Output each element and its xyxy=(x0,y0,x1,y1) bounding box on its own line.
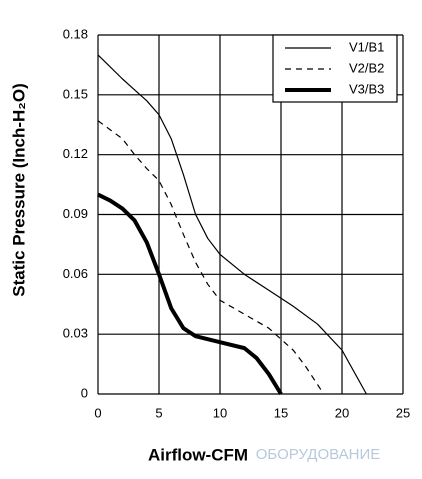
x-tick-label: 15 xyxy=(274,405,288,420)
x-tick-label: 25 xyxy=(396,405,410,420)
x-tick-label: 10 xyxy=(213,405,227,420)
x-axis-label: Airflow-CFM xyxy=(148,445,248,464)
series-line xyxy=(97,192,283,396)
series-line xyxy=(97,120,325,395)
watermark: ОБОРУДОВАНИЕ xyxy=(256,446,381,463)
y-tick-label: 0 xyxy=(81,385,88,400)
y-tick-label: 0.03 xyxy=(63,326,88,341)
y-tick-label: 0.12 xyxy=(63,146,88,161)
x-tick-label: 0 xyxy=(94,405,101,420)
x-tick-label: 20 xyxy=(335,405,349,420)
legend-label: V2/B2 xyxy=(349,60,384,75)
x-tick-label: 5 xyxy=(155,405,162,420)
y-tick-label: 0.15 xyxy=(63,86,88,101)
y-tick-label: 0.06 xyxy=(63,266,88,281)
series-line xyxy=(97,54,367,395)
legend-label: V1/B1 xyxy=(349,39,384,54)
y-axis-label: Static Pressure (Inch-H₂O) xyxy=(9,83,28,297)
y-tick-label: 0.18 xyxy=(63,26,88,41)
legend-label: V3/B3 xyxy=(349,81,384,96)
y-tick-label: 0.09 xyxy=(63,206,88,221)
